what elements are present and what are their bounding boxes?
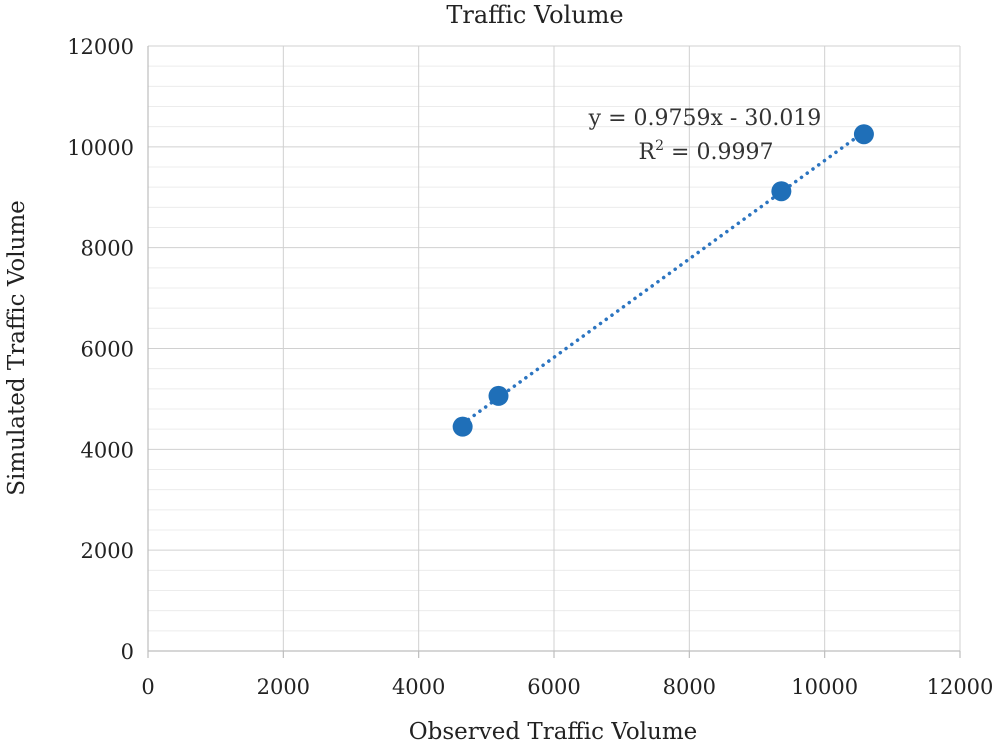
y-tick-label: 4000 bbox=[81, 438, 134, 462]
chart-title: Traffic Volume bbox=[446, 1, 623, 29]
y-tick-label: 6000 bbox=[81, 338, 134, 362]
grid-lines bbox=[148, 45, 961, 651]
x-tick-label: 0 bbox=[141, 675, 154, 699]
x-axis-label: Observed Traffic Volume bbox=[409, 719, 698, 744]
y-axis-label: Simulated Traffic Volume bbox=[4, 200, 30, 496]
r-squared-prefix: R bbox=[639, 140, 657, 165]
y-tick-labels: 0 2000 4000 6000 8000 10000 12000 bbox=[67, 35, 134, 664]
x-tick-label: 10000 bbox=[791, 675, 858, 699]
y-tick-label: 0 bbox=[121, 640, 134, 664]
r-squared-label: R2 = 0.9997 bbox=[639, 138, 774, 165]
x-tick-label: 6000 bbox=[527, 675, 580, 699]
data-points bbox=[452, 124, 874, 437]
y-tick-label: 2000 bbox=[81, 539, 134, 563]
data-point bbox=[488, 385, 509, 406]
x-tick-label: 8000 bbox=[663, 675, 716, 699]
r-squared-value: = 0.9997 bbox=[664, 140, 773, 165]
trendline-group bbox=[460, 130, 866, 426]
trendline bbox=[460, 130, 866, 426]
x-tick-labels: 0 2000 4000 6000 8000 10000 12000 bbox=[141, 675, 993, 699]
r-squared-superscript: 2 bbox=[655, 138, 664, 154]
x-tick-label: 4000 bbox=[392, 675, 445, 699]
x-tick-label: 12000 bbox=[927, 675, 994, 699]
y-tick-label: 12000 bbox=[67, 35, 134, 59]
data-point bbox=[771, 181, 792, 202]
y-tick-label: 10000 bbox=[67, 136, 134, 160]
data-point bbox=[452, 416, 473, 437]
y-tick-label: 8000 bbox=[81, 237, 134, 261]
data-point bbox=[853, 124, 874, 145]
trendline-equation: y = 0.9759x - 30.019 bbox=[588, 106, 822, 131]
axes bbox=[147, 46, 961, 658]
x-tick-label: 2000 bbox=[257, 675, 310, 699]
